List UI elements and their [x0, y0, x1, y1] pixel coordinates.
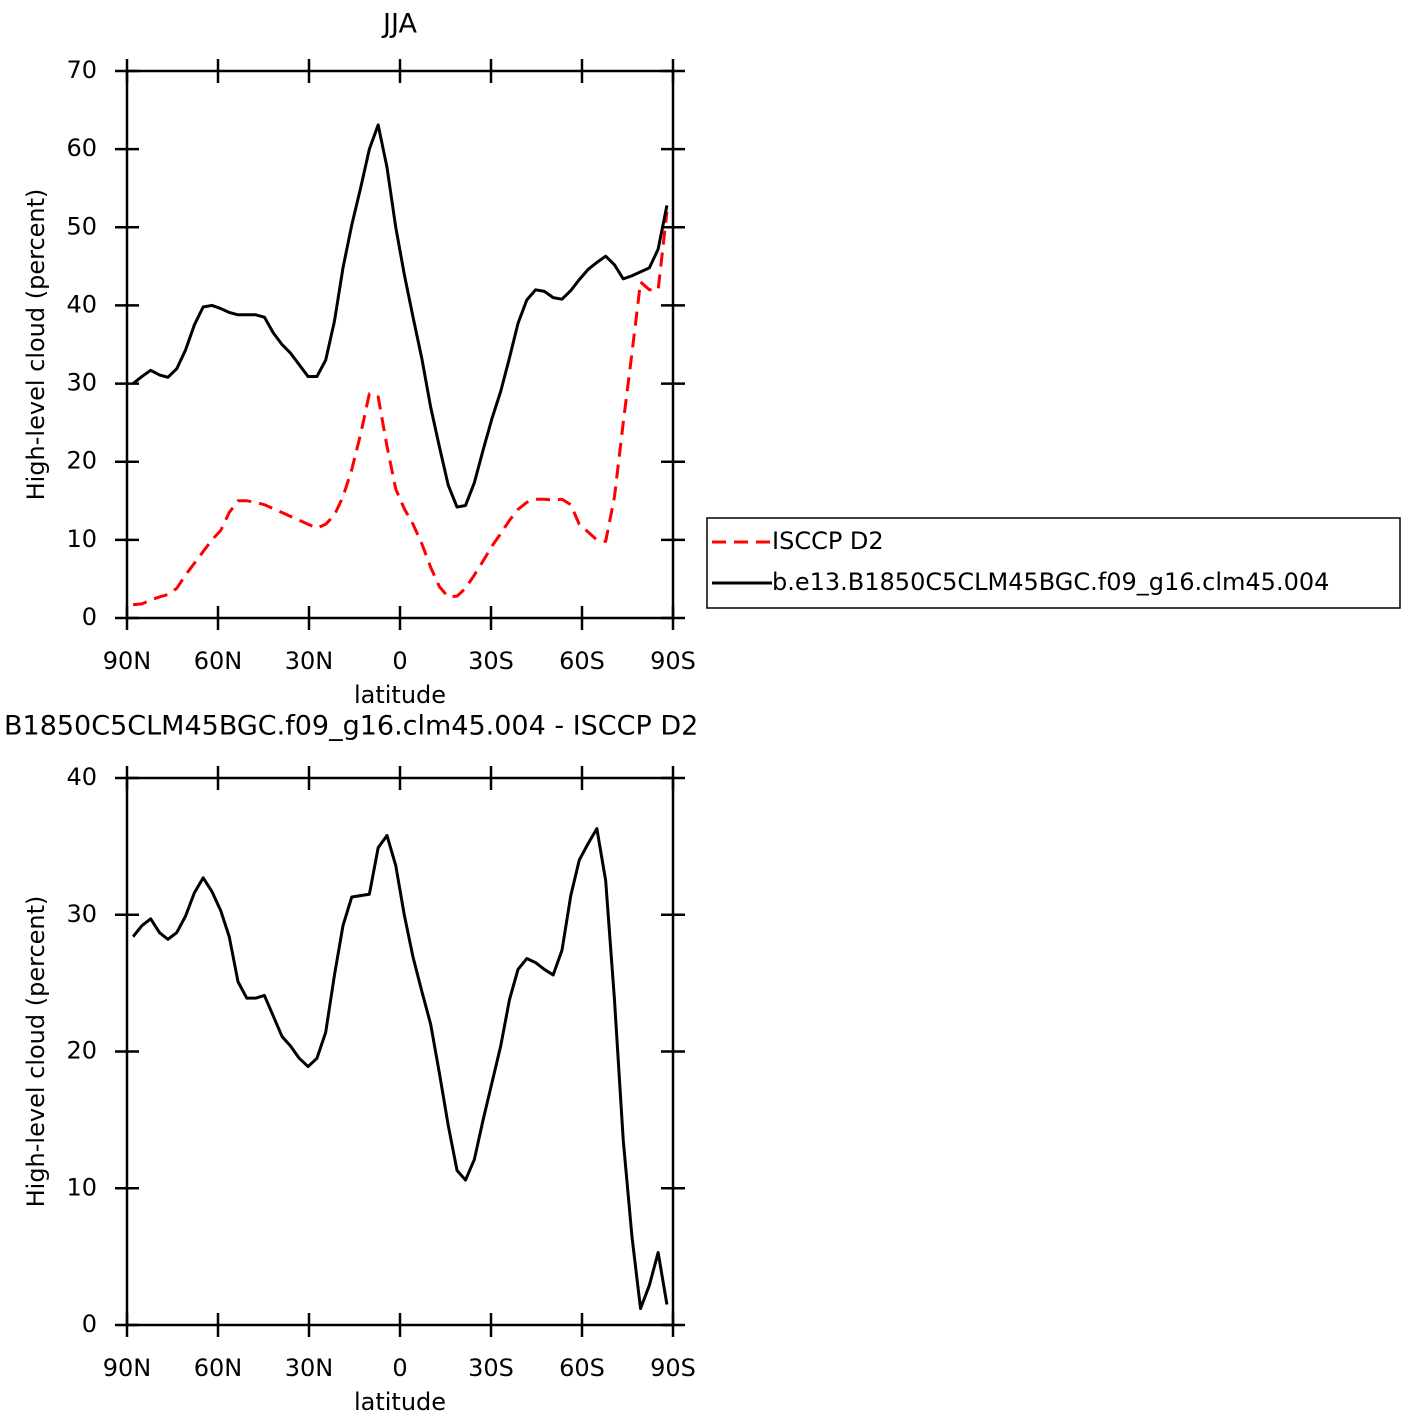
x-tick-label: 30S: [468, 647, 514, 675]
series-line: [132, 211, 669, 607]
series-line: [131, 827, 669, 1311]
y-tick-label: 70: [66, 56, 97, 84]
y-tick-label: 10: [66, 525, 97, 553]
x-tick-label: 90S: [650, 1354, 696, 1382]
y-tick-label: 20: [66, 447, 97, 475]
y-tick-label: 0: [82, 603, 97, 631]
legend-label: ISCCP D2: [772, 527, 884, 555]
y-tick-label: 40: [66, 290, 97, 318]
y-tick-label: 30: [66, 369, 97, 397]
plot-frame: [125, 776, 675, 1327]
y-tick-label: 60: [66, 134, 97, 162]
x-tick-label: 30N: [285, 1354, 334, 1382]
x-tick-label: 0: [392, 647, 407, 675]
x-tick-label: 90N: [103, 647, 152, 675]
y-tick-label: 20: [66, 1037, 97, 1065]
y-axis-label: High-level cloud (percent): [22, 189, 50, 501]
legend-label: b.e13.B1850C5CLM45BGC.f09_g16.clm45.004: [772, 568, 1329, 596]
legend-box: [706, 517, 1401, 609]
x-tick-label: 30N: [285, 647, 334, 675]
x-axis-label: latitude: [354, 681, 446, 709]
x-tick-label: 60N: [194, 647, 243, 675]
chart-title: B1850C5CLM45BGC.f09_g16.clm45.004 - ISCC…: [4, 711, 698, 742]
series-line: [132, 123, 669, 509]
x-tick-label: 30S: [468, 1354, 514, 1382]
x-tick-label: 90N: [103, 1354, 152, 1382]
chart-title: JJA: [381, 9, 417, 40]
x-tick-label: 60N: [194, 1354, 243, 1382]
y-tick-label: 50: [66, 212, 97, 240]
x-tick-label: 60S: [559, 1354, 605, 1382]
y-tick-label: 10: [66, 1173, 97, 1201]
y-tick-label: 30: [66, 900, 97, 928]
x-tick-label: 0: [392, 1354, 407, 1382]
y-tick-label: 0: [82, 1310, 97, 1338]
x-tick-label: 90S: [650, 647, 696, 675]
x-tick-label: 60S: [559, 647, 605, 675]
y-axis-label: High-level cloud (percent): [22, 896, 50, 1208]
y-tick-label: 40: [66, 763, 97, 791]
x-axis-label: latitude: [354, 1388, 446, 1416]
